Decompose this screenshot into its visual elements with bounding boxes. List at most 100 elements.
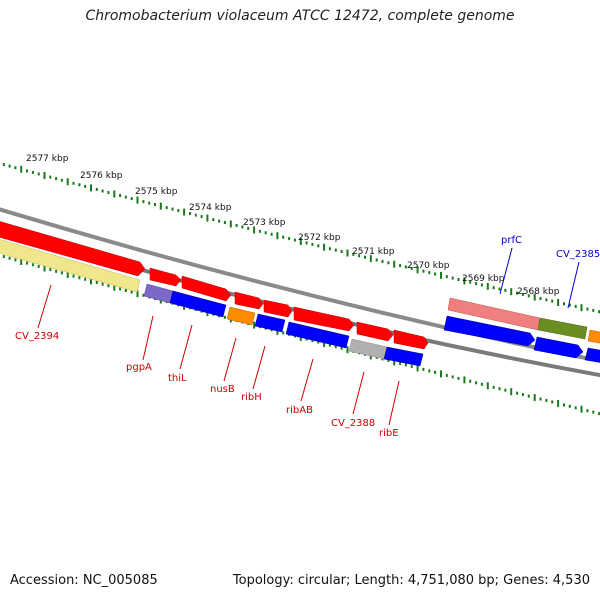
inner-ring-minor-tick	[101, 282, 104, 286]
outer-ring-major-tick	[510, 288, 513, 296]
outer-ring-major-tick	[323, 243, 326, 251]
gene-leader-line	[352, 371, 365, 415]
outer-ring-minor-tick	[95, 187, 98, 191]
inner-ring-minor-tick	[434, 370, 437, 374]
inner-ring-minor-tick	[107, 284, 110, 288]
outer-ring-minor-tick	[428, 271, 431, 275]
outer-ring-minor-tick	[551, 299, 554, 303]
inner-ring-minor-tick	[328, 343, 331, 347]
gene-cv2394-forward	[0, 221, 146, 277]
inner-ring-major-tick	[323, 340, 326, 348]
outer-ring-major-tick	[346, 249, 349, 257]
outer-ring-major-tick	[557, 299, 560, 306]
inner-ring-major-tick	[486, 382, 489, 390]
ruler-label: 2572 kbp	[298, 233, 341, 243]
gene-label: CV_2388	[331, 418, 375, 429]
inner-ring-minor-tick	[311, 339, 314, 343]
inner-ring-minor-tick	[37, 264, 40, 268]
map-title: Chromobacterium violaceum ATCC 12472, co…	[85, 8, 515, 24]
outer-ring-minor-tick	[55, 177, 58, 181]
ruler-label: 2571 kbp	[352, 247, 395, 257]
inner-ring-minor-tick	[586, 409, 589, 413]
inner-ring-major-tick	[416, 364, 419, 372]
outer-ring-minor-tick	[60, 178, 63, 182]
outer-ring-minor-tick	[218, 219, 221, 223]
gene-ribH-reverse	[254, 313, 286, 333]
outer-ring-minor-tick	[142, 200, 145, 204]
gene-cv2394-reverse	[0, 239, 141, 293]
outer-ring-minor-tick	[492, 286, 495, 290]
gene-label: ribH	[241, 392, 262, 403]
gene-cv2385-forward	[537, 317, 588, 340]
inner-ring-minor-tick	[49, 268, 52, 272]
gene-ribAB-reverse	[285, 321, 350, 349]
gene-nusB	[234, 291, 264, 310]
inner-ring-major-tick	[20, 258, 23, 265]
outer-ring-major-tick	[299, 238, 302, 245]
outer-ring-minor-tick	[434, 272, 437, 276]
outer-ring-minor-tick	[592, 308, 595, 312]
inner-ring-minor-tick	[422, 367, 425, 371]
outer-ring-minor-tick	[223, 221, 226, 224]
outer-ring-major-tick	[183, 208, 186, 216]
inner-ring-major-tick	[276, 327, 279, 335]
inner-ring-minor-tick	[568, 404, 571, 408]
outer-ring-major-tick	[66, 178, 69, 186]
outer-ring-minor-tick	[78, 183, 81, 187]
inner-ring-major-tick	[136, 290, 139, 298]
outer-ring-minor-tick	[475, 282, 478, 286]
inner-ring-major-tick	[440, 370, 442, 378]
gene-pgpA	[149, 267, 182, 287]
gene-label-leaders	[37, 247, 580, 426]
outer-ring-minor-tick	[189, 212, 191, 216]
gene-label: pgpA	[126, 362, 152, 373]
outer-ring-major-tick	[440, 271, 442, 279]
outer-ring-minor-tick	[107, 191, 110, 194]
gene-thiL-reverse	[169, 290, 227, 318]
inner-ring-minor-tick	[574, 406, 577, 410]
inner-ring-minor-tick	[124, 289, 127, 292]
inner-ring-minor-tick	[451, 375, 454, 379]
accession-text: Accession: NC_005085	[10, 573, 158, 588]
ruler-label: 2575 kbp	[135, 187, 178, 197]
outer-ring-minor-tick	[282, 235, 285, 239]
outer-ring-minor-tick	[258, 229, 261, 233]
outer-ring-minor-tick	[404, 265, 407, 269]
outer-ring-minor-tick	[124, 195, 127, 199]
outer-ring-major-tick	[416, 266, 419, 274]
inner-ring-minor-tick	[78, 276, 81, 280]
outer-ring-minor-tick	[165, 206, 168, 210]
outer-ring-minor-tick	[422, 269, 425, 273]
outer-ring-minor-tick	[154, 203, 156, 207]
outer-ring-minor-tick	[31, 170, 34, 174]
outer-ring-minor-tick	[194, 213, 197, 217]
gene-ribE-forward	[393, 329, 429, 350]
ruler-label: 2574 kbp	[189, 203, 232, 213]
outer-ring-minor-tick	[521, 292, 524, 296]
inner-ring-minor-tick	[592, 410, 595, 414]
outer-ring-minor-tick	[451, 276, 454, 280]
gene-label: ribE	[379, 428, 399, 439]
outer-ring-minor-tick	[264, 231, 267, 235]
inner-ring-minor-tick	[498, 387, 501, 391]
outer-ring-minor-tick	[305, 241, 308, 245]
outer-ring-minor-tick	[516, 291, 519, 295]
outer-ring-minor-tick	[563, 302, 565, 306]
inner-ring-major-tick	[113, 283, 116, 291]
inner-ring-minor-tick	[516, 391, 519, 395]
inner-ring-major-tick	[533, 394, 536, 402]
outer-ring-major-tick	[90, 184, 92, 192]
inner-ring-minor-tick	[399, 361, 402, 365]
reverse-strand-genes	[0, 239, 600, 367]
inner-ring-major-tick	[66, 271, 69, 278]
inner-ring-minor-tick	[334, 345, 337, 349]
outer-ring-minor-tick	[200, 215, 203, 219]
ruler-label: 2570 kbp	[407, 261, 450, 271]
inner-ring-minor-tick	[55, 269, 58, 273]
outer-ring-major-tick	[113, 190, 116, 198]
gene-prfC-reverse	[443, 315, 536, 347]
outer-ring-major-tick	[486, 282, 489, 290]
gene-orange-edge-forward	[587, 329, 600, 344]
inner-ring-minor-tick	[428, 369, 431, 373]
gene-blue-edge-reverse	[584, 347, 600, 363]
